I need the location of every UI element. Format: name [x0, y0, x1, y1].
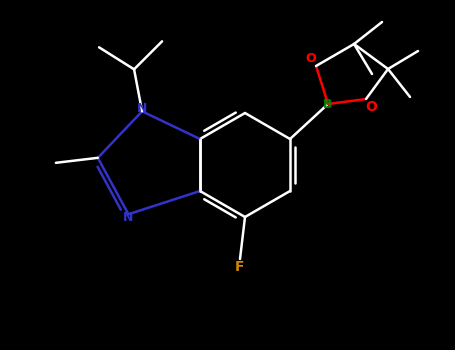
Text: F: F: [235, 260, 245, 274]
Text: O: O: [365, 100, 377, 114]
Text: O: O: [306, 51, 316, 64]
Text: N: N: [137, 102, 147, 115]
Text: B: B: [324, 98, 333, 111]
Text: N: N: [123, 211, 134, 224]
